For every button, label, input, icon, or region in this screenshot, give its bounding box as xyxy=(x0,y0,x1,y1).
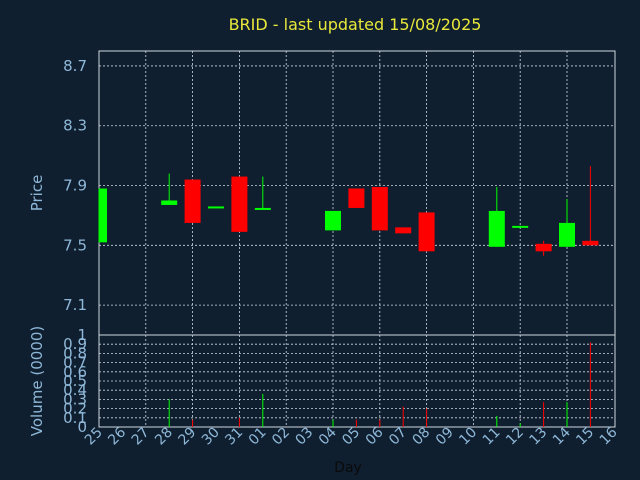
candle-14 xyxy=(559,198,575,247)
day-tick-label: 01 xyxy=(246,425,270,449)
price-y-ticks: 7.1 7.5 7.9 8.3 8.7 xyxy=(63,57,87,314)
day-tick-label: 16 xyxy=(597,424,621,448)
candle-05 xyxy=(348,188,365,208)
volume-tick-label: 0.6 xyxy=(63,363,87,381)
candle-body xyxy=(184,179,201,223)
day-tick-label: 13 xyxy=(527,425,551,449)
price-tick-label: 7.1 xyxy=(63,296,87,314)
day-tick-label: 14 xyxy=(550,424,574,448)
day-tick-label: 06 xyxy=(363,424,387,448)
price-panel: 7.1 7.5 7.9 8.3 8.7 Price xyxy=(28,50,616,336)
candle-body xyxy=(99,188,107,243)
candle-04 xyxy=(325,210,341,231)
volume-tick-label: 0.7 xyxy=(63,354,87,372)
day-tick-label: 10 xyxy=(456,425,480,449)
volume-bars xyxy=(168,342,591,427)
day-tick-label: 31 xyxy=(222,425,246,449)
candle-body xyxy=(418,212,435,252)
day-tick-label: 30 xyxy=(199,425,223,449)
volume-y-ticks: 00.10.20.30.40.50.60.70.80.91 xyxy=(63,326,87,436)
candle-07 xyxy=(395,227,412,234)
volume-tick-label: 0.1 xyxy=(63,409,87,427)
candle-body xyxy=(512,225,529,228)
day-tick-label: 04 xyxy=(316,424,340,448)
candle-body xyxy=(348,188,365,208)
volume-tick-label: 0.2 xyxy=(63,400,87,418)
day-tick-label: 03 xyxy=(293,425,317,449)
day-tick-label: 26 xyxy=(105,424,129,448)
candle-29 xyxy=(184,179,201,223)
candle-13 xyxy=(535,240,552,256)
candle-15 xyxy=(582,166,599,246)
day-tick-label: 07 xyxy=(386,425,410,449)
volume-tick-label: 0.4 xyxy=(63,381,87,399)
day-tick-label: 27 xyxy=(129,425,153,449)
price-axis-label: Price xyxy=(28,175,46,212)
candle-body xyxy=(254,207,271,210)
volume-tick-label: 0.8 xyxy=(63,344,87,362)
day-tick-label: 15 xyxy=(573,425,597,449)
volume-tick-label: 0.9 xyxy=(63,335,87,353)
price-tick-label: 8.3 xyxy=(63,117,87,135)
volume-panel: 00.10.20.30.40.50.60.70.80.91 Volume (00… xyxy=(28,326,616,436)
x-tick-labels: 25 26 27 28 29 30 31 01 02 03 04 05 06 07 08 09 10 11 12 13… xyxy=(82,424,621,448)
volume-tick-label: 0.3 xyxy=(63,390,87,408)
volume-tick-label: 1 xyxy=(77,326,87,344)
candle-11 xyxy=(488,187,505,247)
candle-body xyxy=(535,243,552,252)
day-tick-label: 11 xyxy=(480,425,504,449)
candle-08 xyxy=(418,212,435,252)
candle-body xyxy=(231,176,248,232)
candle-12 xyxy=(512,225,529,228)
day-tick-label: 29 xyxy=(176,425,200,449)
candle-body xyxy=(161,200,178,205)
candle-06 xyxy=(371,187,388,231)
candle-body xyxy=(395,227,412,234)
x-axis-label: Day xyxy=(334,460,362,476)
day-tick-label: 02 xyxy=(269,425,293,449)
price-tick-label: 7.9 xyxy=(63,177,87,195)
day-tick-label: 12 xyxy=(503,425,527,449)
chart-title: BRID - last updated 15/08/2025 xyxy=(229,15,482,34)
candle-body xyxy=(582,240,599,246)
candle-body xyxy=(559,222,575,247)
candle-body xyxy=(208,206,224,209)
candle-30 xyxy=(208,206,224,209)
price-tick-label: 7.5 xyxy=(63,236,87,254)
candle-25 xyxy=(98,188,107,243)
volume-tick-label: 0.5 xyxy=(63,372,87,390)
day-tick-label: 05 xyxy=(339,425,363,449)
volume-axis-label: Volume (0000) xyxy=(28,326,46,436)
volume-tick-label: 0 xyxy=(77,418,87,436)
candle-01 xyxy=(254,176,271,210)
candle-31 xyxy=(231,176,248,232)
candle-body xyxy=(488,210,505,247)
candles xyxy=(98,166,599,256)
candle-body xyxy=(325,210,341,231)
candle-body xyxy=(371,187,388,231)
candle-28 xyxy=(161,173,178,205)
day-tick-label: 28 xyxy=(152,425,176,449)
price-tick-label: 8.7 xyxy=(63,57,87,75)
day-tick-label: 08 xyxy=(410,425,434,449)
volume-gridlines xyxy=(99,335,615,427)
day-tick-label: 09 xyxy=(433,425,457,449)
